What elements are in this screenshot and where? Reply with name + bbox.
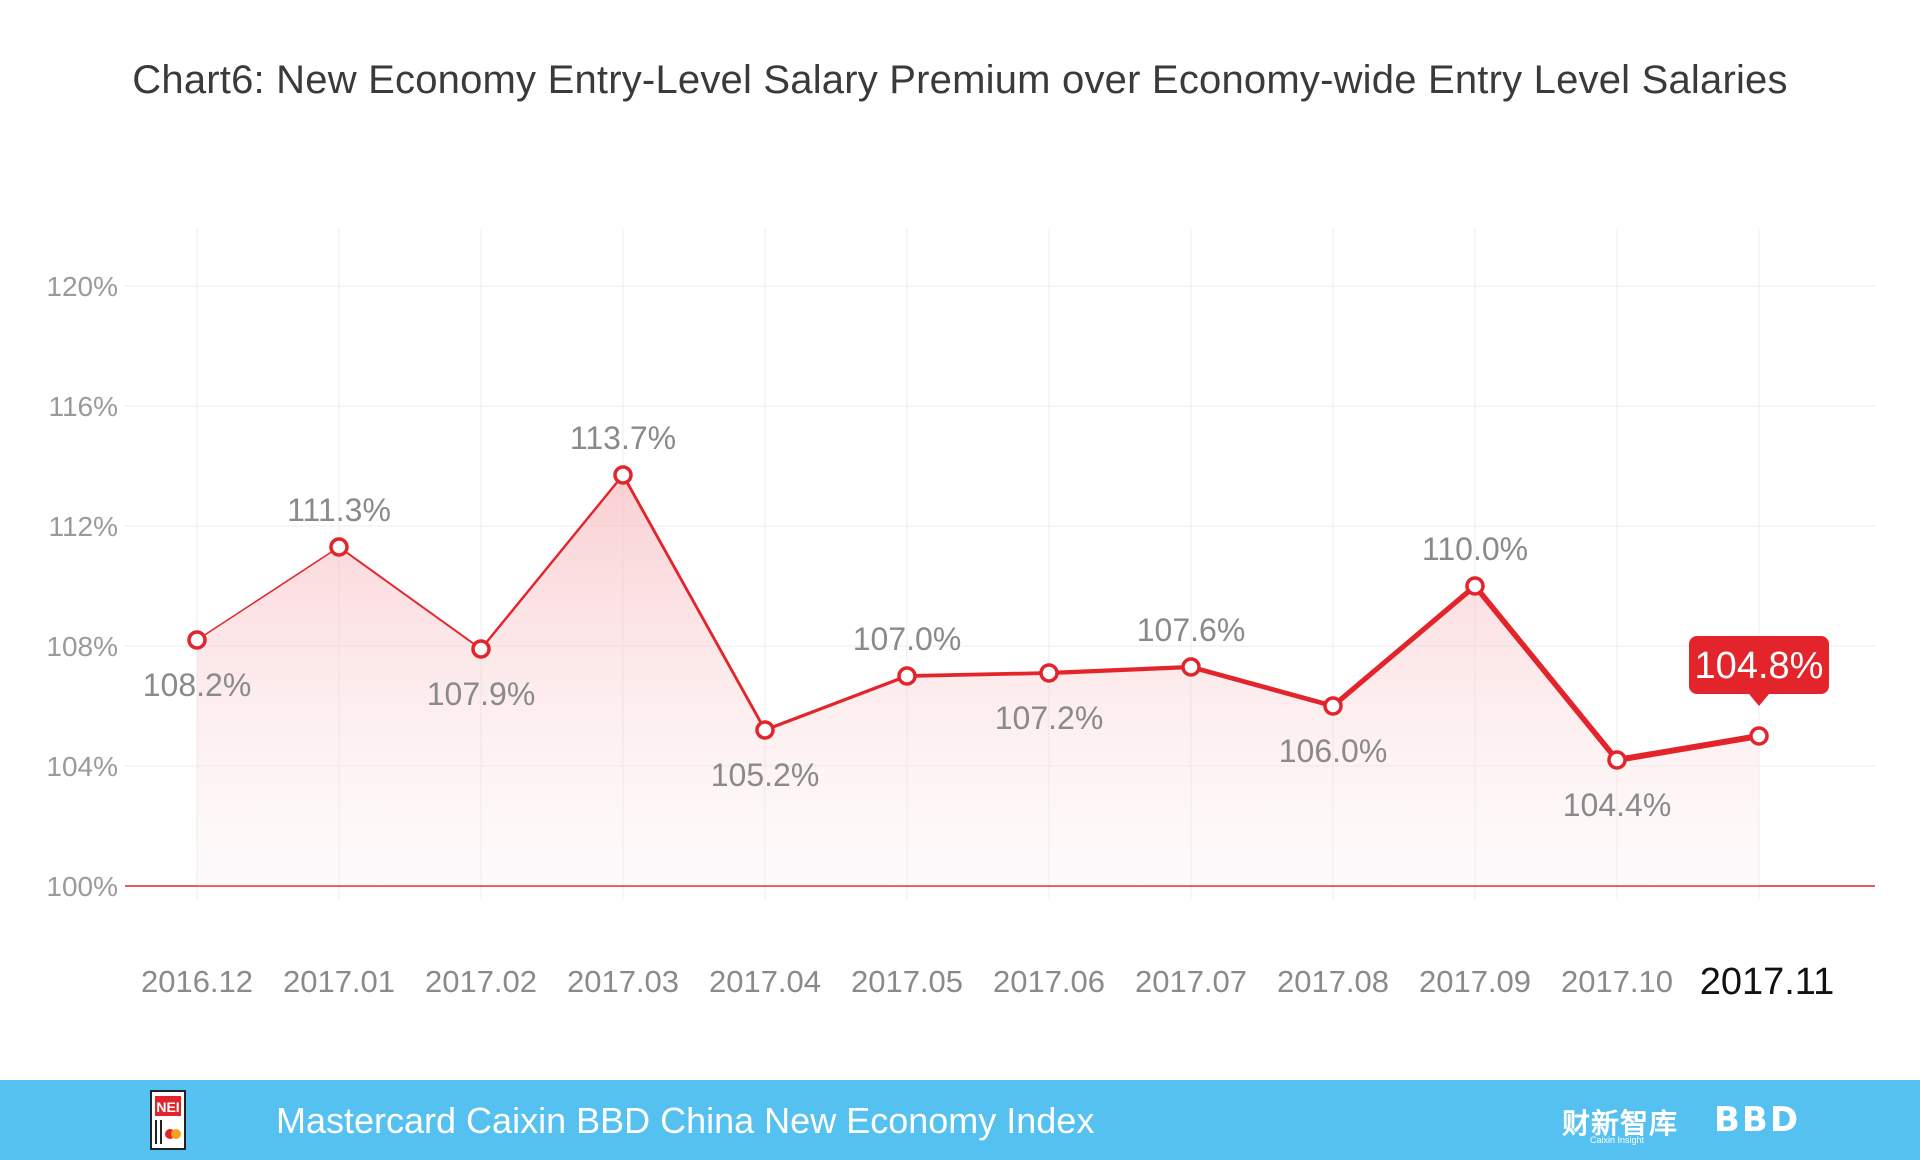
y-tick-label: 100% <box>46 871 118 902</box>
series-line-segment <box>1614 733 1762 763</box>
x-tick-label: 2017.07 <box>1135 964 1247 999</box>
line-chart: 108.2% 111.3% 107.9% 113.7% 105.2% 107.0% 107.… <box>46 228 1875 1003</box>
series-line-segment <box>621 473 767 732</box>
data-point <box>755 720 775 740</box>
x-tick-label: 2017.08 <box>1277 964 1389 999</box>
data-point <box>613 465 633 485</box>
x-tick-label: 2017.11 <box>1700 961 1835 1003</box>
data-label: 104.4% <box>1563 787 1672 823</box>
caixin-insight-subtitle: Caixin Insight <box>1590 1135 1645 1145</box>
svg-text:NEI: NEI <box>156 1099 179 1115</box>
series-line-segment <box>196 546 340 641</box>
highlight-callout: 104.8% <box>1689 636 1829 706</box>
data-label: 110.0% <box>1422 531 1528 567</box>
nei-logo-icon: NEI <box>150 1090 186 1150</box>
y-tick-label: 104% <box>46 751 118 782</box>
x-tick-label: 2017.01 <box>283 964 395 999</box>
x-tick-label: 2017.10 <box>1561 964 1673 999</box>
y-tick-label: 116% <box>48 391 118 422</box>
caixin-insight-logo: 财新智库 <box>1562 1108 1679 1139</box>
callout-pointer <box>1749 694 1769 706</box>
data-label: 108.2% <box>143 667 252 703</box>
data-point <box>897 666 917 686</box>
bbd-logo: BBD <box>1714 1100 1801 1140</box>
x-tick-label: 2017.05 <box>851 964 963 999</box>
x-tick-label: 2017.03 <box>567 964 679 999</box>
data-label: 107.6% <box>1137 612 1246 648</box>
chart-title: Chart6: New Economy Entry-Level Salary P… <box>132 58 1788 102</box>
data-point <box>1749 726 1769 746</box>
x-tick-label: 2017.02 <box>425 964 537 999</box>
footer-bar: NEI Mastercard Caixin BBD China New Econ… <box>0 1080 1920 1160</box>
y-tick-label: 112% <box>48 511 118 542</box>
x-tick-label: 2016.12 <box>141 964 253 999</box>
data-point <box>1181 657 1201 677</box>
series-line-segment <box>479 473 625 651</box>
data-point <box>1323 696 1343 716</box>
data-point <box>1039 663 1059 683</box>
series-line-segment <box>338 546 482 650</box>
y-tick-label: 108% <box>46 631 118 662</box>
series-line-segment <box>1188 664 1336 709</box>
data-label: 105.2% <box>711 757 820 793</box>
x-tick-label: 2017.09 <box>1419 964 1531 999</box>
data-point <box>329 537 349 557</box>
data-label: 107.0% <box>853 621 962 657</box>
series-line-segment <box>905 671 1051 678</box>
series-line-segment <box>1472 583 1620 763</box>
data-label: 106.0% <box>1279 733 1388 769</box>
x-tick-label: 2017.06 <box>993 964 1105 999</box>
data-label: 107.2% <box>995 700 1104 736</box>
footer-index-name: Mastercard Caixin BBD China New Economy … <box>276 1100 1095 1141</box>
callout-box <box>1689 636 1829 694</box>
data-label: 111.3% <box>287 492 391 528</box>
data-point <box>1465 576 1485 596</box>
series-area-fill <box>197 475 1759 886</box>
y-tick-label: 120% <box>46 271 118 302</box>
data-point <box>471 639 491 659</box>
series-line-segment <box>1046 664 1194 676</box>
series-line-segment <box>1330 583 1478 709</box>
data-point <box>1607 750 1627 770</box>
data-point <box>187 630 207 650</box>
data-label: 104.8% <box>1695 645 1824 687</box>
data-label: 107.9% <box>427 676 536 712</box>
series-line-segment <box>763 674 909 732</box>
x-tick-label: 2017.04 <box>709 964 821 999</box>
data-label: 113.7% <box>570 420 676 456</box>
